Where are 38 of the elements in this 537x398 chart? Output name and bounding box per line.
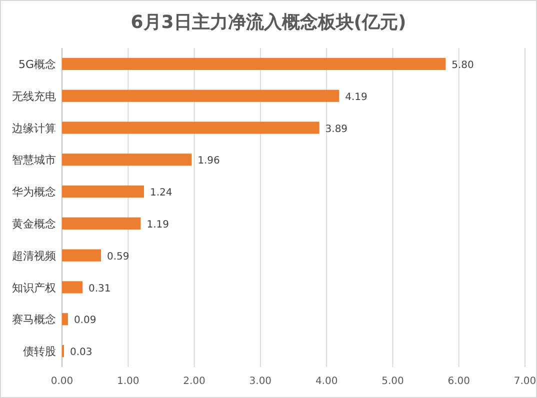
data-label: 1.24 [150,188,172,199]
y-tick-label: 赛马概念 [12,313,56,326]
y-tick-label: 智慧城市 [12,154,56,167]
x-tick-label: 5.00 [382,376,404,387]
bar [62,122,320,134]
y-tick-label: 边缘计算 [12,122,56,135]
data-label: 0.09 [74,315,96,326]
y-tick-label: 华为概念 [12,186,56,199]
data-label: 0.59 [107,251,130,262]
data-label: 0.31 [88,283,111,294]
bar [62,249,102,262]
x-tick-label: 1.00 [117,376,140,387]
bar [62,185,144,198]
x-tick-label: 0.00 [50,376,74,387]
data-label: 4.19 [345,92,368,103]
x-tick-label: 6.00 [448,376,470,387]
bar [62,154,192,166]
y-tick-label: 5G概念 [18,58,56,71]
y-tick-label: 无线充电 [12,90,56,103]
data-label: 5.80 [452,60,474,71]
bar [62,313,68,326]
x-tick-label: 2.00 [183,376,206,387]
y-tick-label: 黄金概念 [12,217,56,230]
x-tick-label: 4.00 [315,376,338,387]
x-tick-label: 3.00 [249,376,272,387]
y-tick-label: 债转股 [23,345,56,358]
chart-title: 6月3日主力净流入概念板块(亿元) [130,12,406,33]
data-label: 0.03 [70,347,92,358]
data-label: 1.96 [198,156,220,167]
bar [62,281,83,294]
data-label: 3.89 [325,124,348,135]
y-tick-label: 超清视频 [12,249,56,262]
bar [62,58,446,70]
x-tick-label: 7.00 [514,376,536,387]
data-label: 1.19 [146,219,169,230]
bar [62,217,141,230]
bar [62,90,340,102]
y-tick-label: 知识产权 [12,281,56,294]
